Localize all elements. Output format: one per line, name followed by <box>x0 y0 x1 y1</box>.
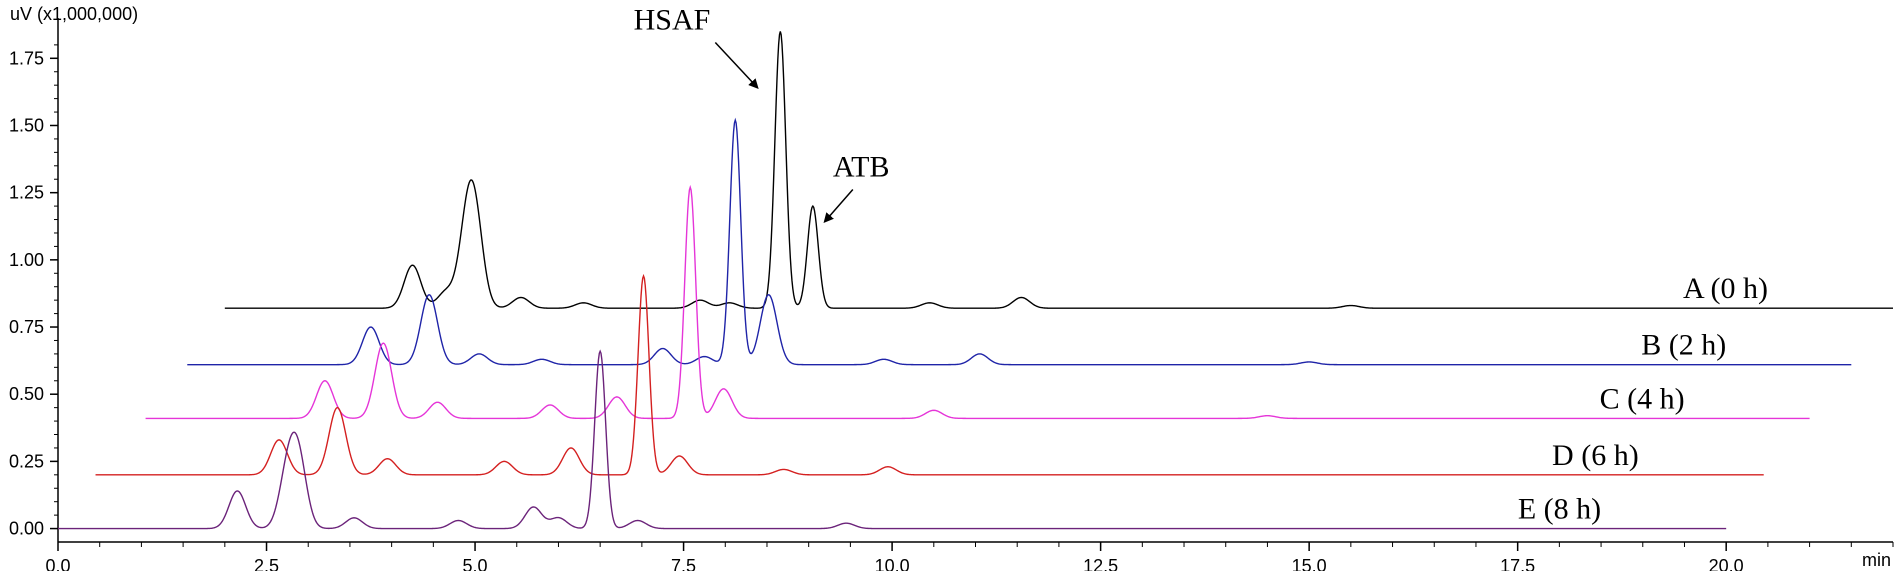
annotation-arrow <box>823 188 854 223</box>
x-tick-label: 20.0 <box>1709 556 1744 571</box>
y-tick-label: 0.50 <box>9 384 44 404</box>
series-line-3 <box>145 184 1810 420</box>
x-tick-label: 17.5 <box>1500 556 1535 571</box>
x-axis-label: min <box>1862 550 1891 570</box>
y-tick-label: 1.50 <box>9 115 44 135</box>
y-tick-label: 1.00 <box>9 250 44 270</box>
x-tick-label: 10.0 <box>875 556 910 571</box>
y-tick-label: 1.75 <box>9 48 44 68</box>
series-line-5 <box>58 349 1727 530</box>
series-label: E (8 h) <box>1518 493 1601 526</box>
y-tick-label: 0.00 <box>9 519 44 539</box>
x-tick-label: 0.0 <box>45 556 70 571</box>
y-tick-label: 0.25 <box>9 451 44 471</box>
series-label: B (2 h) <box>1641 329 1726 362</box>
peak-annotation-label: ATB <box>833 150 890 183</box>
series-line-2 <box>187 117 1852 366</box>
series-label: C (4 h) <box>1600 382 1685 415</box>
series-line-4 <box>95 273 1764 476</box>
y-tick-label: 1.25 <box>9 183 44 203</box>
x-tick-label: 15.0 <box>1292 556 1327 571</box>
y-axis-label: uV (x1,000,000) <box>10 4 138 24</box>
x-tick-label: 12.5 <box>1083 556 1118 571</box>
series-group <box>58 31 1893 530</box>
annotation-arrow <box>714 41 759 89</box>
y-tick-label: 0.75 <box>9 317 44 337</box>
series-line-1 <box>224 31 1893 309</box>
series-label: D (6 h) <box>1552 439 1639 472</box>
peak-annotation-label: HSAF <box>634 3 711 36</box>
x-tick-label: 2.5 <box>254 556 279 571</box>
axes: 0.00 0.25 0.50 0.75 1.00 1.25 1.50 1.75 0.0 2.5 5.… <box>9 18 1894 571</box>
x-tick-label: 5.0 <box>463 556 488 571</box>
series-labels: A (0 h) B (2 h) C (4 h) D (6 h) E (8 h) <box>1518 272 1768 525</box>
x-tick-label: 7.5 <box>671 556 696 571</box>
series-label: A (0 h) <box>1683 272 1768 305</box>
peak-annotations: HSAF ATB <box>634 3 890 223</box>
